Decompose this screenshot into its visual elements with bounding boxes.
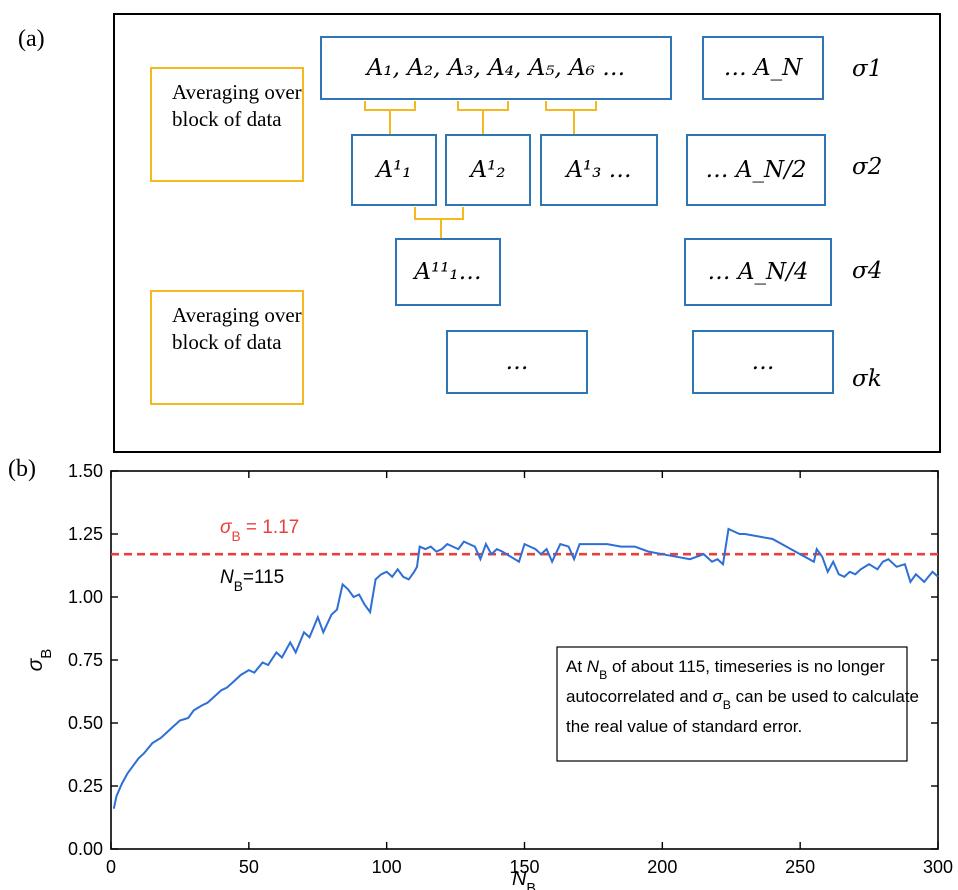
block-row3-left: A¹¹₁… [395, 238, 501, 306]
row3-right-text: … A_N/4 [707, 259, 809, 285]
bracket-1-stem [389, 110, 391, 134]
row1-left-text: A₁, A₂, A₃, A₄, A₅, A₆ … [366, 55, 626, 81]
block-row1-left: A₁, A₂, A₃, A₄, A₅, A₆ … [320, 36, 672, 100]
bracket-3-stem [573, 110, 575, 134]
block-row2-b2: A¹₂ [445, 134, 531, 206]
annotation-box [556, 646, 908, 762]
nb-annotation: NB​=115 [220, 567, 284, 594]
sigma-4-label: σ4 [852, 258, 883, 284]
block-row3-right: … A_N/4 [684, 238, 832, 306]
annotation-line-3: the real value of standard error. [566, 717, 802, 736]
x-tick-label: 250 [785, 857, 815, 877]
bracket-1-left [364, 101, 366, 111]
y-tick-label: 0.25 [68, 776, 103, 796]
block-row2-b1: A¹₁ [351, 134, 437, 206]
y-axis-title: σB​ [24, 649, 55, 672]
averaging-note-bottom-text: Averaging over block of data [172, 303, 302, 354]
averaging-note-bottom: Averaging over block of data [150, 290, 304, 405]
bracket-4-right [462, 207, 464, 220]
bracket-4-stem [440, 219, 442, 238]
series-line [112, 527, 939, 809]
bracket-2-stem [482, 110, 484, 134]
bracket-2-left [457, 101, 459, 111]
bracket-4-bar [414, 218, 464, 220]
annotation-line-2: autocorrelated and σB​ can be used to ca… [566, 687, 919, 712]
row2-right-text: … A_N/2 [705, 157, 807, 183]
row1-right-text: … A_N [723, 55, 803, 81]
x-tick-label: 100 [372, 857, 402, 877]
x-tick-label: 50 [239, 857, 259, 877]
y-tick-label: 0.50 [68, 713, 103, 733]
y-tick-label: 0.00 [68, 839, 103, 859]
y-tick-label: 0.75 [68, 650, 103, 670]
x-axis-title: NB​ [512, 868, 536, 890]
y-tick-label: 1.00 [68, 587, 103, 607]
panel-a-frame [113, 13, 941, 453]
sigma-1-label: σ1 [852, 56, 883, 82]
x-tick-label: 300 [923, 857, 953, 877]
reference-label: σB​ = 1.17 [220, 517, 299, 544]
bracket-4-left [414, 207, 416, 220]
y-tick-label: 1.50 [68, 461, 103, 481]
averaging-note-top: Averaging over block of data [150, 67, 304, 182]
sigma-k-label: σk [852, 366, 882, 392]
bracket-3-left [545, 101, 547, 111]
bracket-1-right [414, 101, 416, 111]
row2-b1-text: A¹₁ [376, 157, 412, 183]
sigma-2-label: σ2 [852, 154, 883, 180]
row2-b2-text: A¹₂ [470, 157, 506, 183]
block-row1-right: … A_N [702, 36, 824, 100]
annotation-line-1: At NB​ of about 115, timeseries is no lo… [566, 657, 885, 682]
row4-right-text: … [751, 349, 775, 375]
bracket-3-bar [545, 109, 597, 111]
x-tick-label: 0 [106, 857, 116, 877]
x-tick-label: 150 [509, 857, 539, 877]
panel-b-label: (b) [8, 456, 36, 482]
panel-a-label: (a) [18, 26, 45, 52]
row4-left-text: … [505, 349, 529, 375]
y-tick-label: 1.25 [68, 524, 103, 544]
block-row4-left: … [446, 330, 588, 394]
row2-b3-text: A¹₃ … [566, 157, 632, 183]
bracket-2-right [507, 101, 509, 111]
block-row2-right: … A_N/2 [686, 134, 826, 206]
row3-left-text: A¹¹₁… [414, 259, 482, 285]
block-row4-right: … [692, 330, 834, 394]
bracket-3-right [595, 101, 597, 111]
x-tick-label: 200 [647, 857, 677, 877]
averaging-note-top-text: Averaging over block of data [172, 80, 302, 131]
block-row2-b3: A¹₃ … [540, 134, 658, 206]
